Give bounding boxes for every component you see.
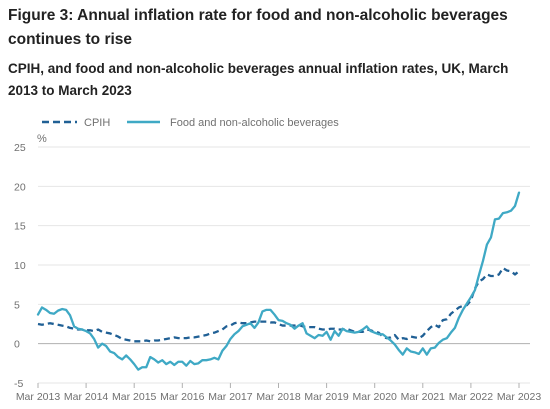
legend: CPIH Food and non-alcoholic beverages [42,117,339,129]
y-tick-label: -5 [14,378,23,390]
x-tick-label: Mar 2020 [353,391,398,403]
x-tick-label: Mar 2023 [497,391,542,403]
y-tick-label: 20 [14,181,26,193]
x-tick-label: Mar 2022 [449,391,494,403]
y-axis-label: % [37,133,47,145]
figure-subtitle: CPIH, and food and non-alcoholic beverag… [8,61,509,98]
series-line-cpih [37,267,520,343]
y-tick-label: 5 [14,299,20,311]
x-tick-label: Mar 2016 [160,391,205,403]
y-tick-label: 10 [14,260,26,272]
y-tick-label: 25 [14,142,26,154]
x-tick-label: Mar 2017 [208,391,253,403]
x-tick-label: Mar 2015 [112,391,157,403]
legend-label-cpih: CPIH [84,117,110,129]
y-tick-label: 0 [14,339,20,351]
x-tick-label: Mar 2018 [256,391,301,403]
figure-title: Figure 3: Annual inflation rate for food… [8,7,508,48]
series-layer [36,191,521,371]
y-tick-labels: -5 0 5 10 15 20 25 [14,142,26,390]
x-tick-label: Mar 2021 [401,391,446,403]
y-tick-label: 15 [14,221,26,233]
x-axis: Mar 2013 Mar 2014 Mar 2015 Mar 2016 Mar 2017… [16,383,542,403]
y-gridlines [38,146,530,384]
x-tick-label: Mar 2013 [16,391,61,403]
legend-label-food: Food and non-alcoholic beverages [170,117,339,129]
x-tick-label: Mar 2019 [304,391,349,403]
series-line-food [36,191,521,371]
x-tick-label: Mar 2014 [64,391,109,403]
